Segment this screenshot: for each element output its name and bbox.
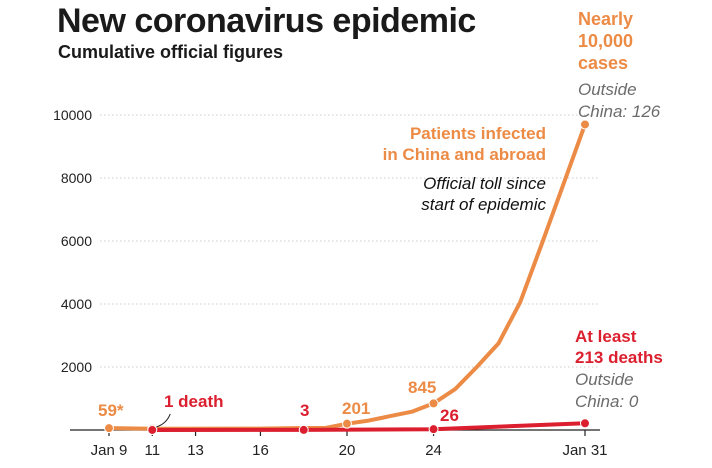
x-tick-label: Jan 9 <box>91 442 128 459</box>
annotation-label-26: 26 <box>440 406 459 425</box>
series-markers <box>104 119 590 435</box>
annotation-line: China: 0 <box>575 392 639 411</box>
annotation-label-59: 59* <box>98 401 124 420</box>
cases-line <box>107 122 587 431</box>
annotation-line: Outside <box>578 80 637 99</box>
annotation-line: Outside <box>575 370 634 389</box>
x-tick-label: 24 <box>425 442 442 459</box>
annotation-line: 1 death <box>164 392 224 411</box>
annotation-line: 201 <box>342 399 370 418</box>
annotation-line: 213 deaths <box>575 348 663 367</box>
annotation-line: Nearly <box>578 9 633 29</box>
one-death-leader-line <box>156 413 171 428</box>
cases-point <box>104 423 114 434</box>
annotation-deaths-outside: Outside China: 0 <box>575 370 639 411</box>
annotation-line: China: 126 <box>578 102 661 121</box>
x-tick-label: Jan 31 <box>562 442 607 459</box>
annotation-label-1-death: 1 death <box>164 392 224 411</box>
annotation-deaths-end: At least 213 deaths <box>575 327 663 367</box>
annotation-line: Patients infected <box>410 124 546 143</box>
annotation-label-201: 201 <box>342 399 370 418</box>
cases-point <box>342 418 352 429</box>
deaths-line <box>150 421 587 432</box>
annotation-line: 10,000 <box>578 31 633 51</box>
annotation-line: Official toll since <box>423 174 546 193</box>
y-tick-label: 4000 <box>61 296 92 312</box>
series-lines <box>107 122 587 432</box>
annotation-cases-outside: Outside China: 126 <box>578 80 661 121</box>
cases-point <box>580 119 590 130</box>
x-tick-label: 13 <box>187 442 204 459</box>
annotation-line: start of epidemic <box>421 195 546 214</box>
x-tick-label: 11 <box>144 442 160 459</box>
annotation-label-3: 3 <box>300 401 309 420</box>
annotation-label-845: 845 <box>408 378 436 397</box>
grid-lines <box>100 114 600 368</box>
annotation-line: cases <box>578 53 628 73</box>
y-tick-label: 6000 <box>61 233 92 249</box>
chart-title: New coronavirus epidemic <box>57 2 476 40</box>
annotation-line: 26 <box>440 406 459 425</box>
chart-subtitle: Cumulative official figures <box>58 42 284 62</box>
cases-point <box>428 398 439 409</box>
deaths-point <box>428 424 439 435</box>
y-tick-label: 2000 <box>61 359 92 375</box>
y-tick-label: 8000 <box>61 170 92 186</box>
annotations: Nearly 10,000 cases Outside China: 126 Patien… <box>98 9 663 428</box>
deaths-point <box>147 424 158 435</box>
annotation-cases-end: Nearly 10,000 cases <box>578 9 633 73</box>
y-tick-label: 10000 <box>53 107 92 123</box>
annotation-line: At least <box>575 327 637 346</box>
annotation-line: 59* <box>98 401 124 420</box>
axes: 2000 4000 6000 8000 10000 Jan 9 11 13 16 20 24 Jan … <box>53 107 607 459</box>
x-tick-label: 16 <box>252 442 269 459</box>
annotation-line: in China and abroad <box>383 145 546 164</box>
deaths-point <box>298 424 309 435</box>
annotation-cases-series: Patients infected in China and abroad <box>383 124 546 164</box>
x-tick-label: 20 <box>339 442 356 459</box>
annotation-official-toll: Official toll since start of epidemic <box>421 174 546 214</box>
annotation-line: 845 <box>408 378 436 397</box>
annotation-line: 3 <box>300 401 309 420</box>
deaths-point <box>580 418 590 429</box>
